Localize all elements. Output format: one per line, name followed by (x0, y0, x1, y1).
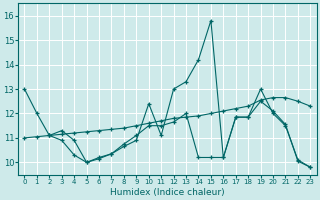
X-axis label: Humidex (Indice chaleur): Humidex (Indice chaleur) (110, 188, 225, 197)
